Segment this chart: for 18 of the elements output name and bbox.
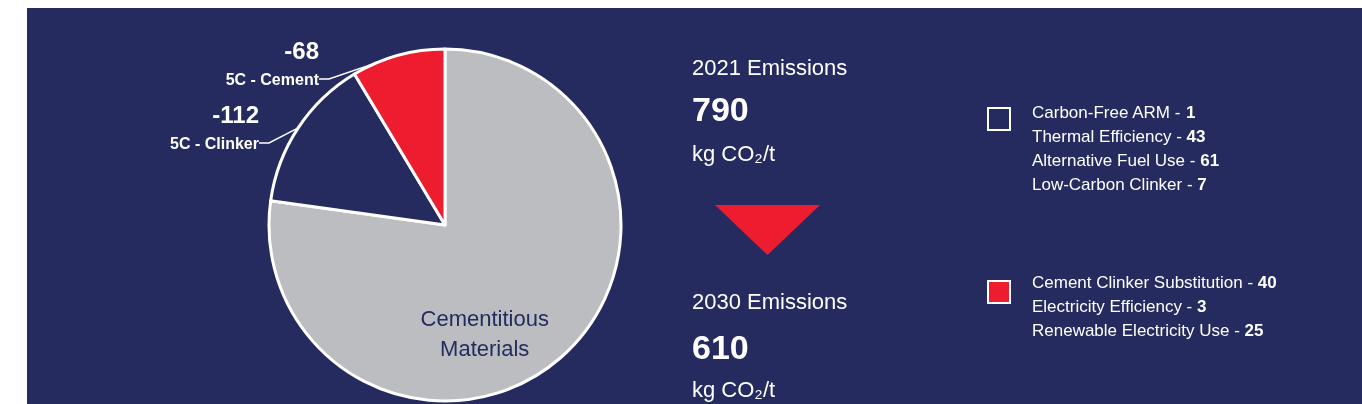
- text: Low-Carbon Clinker - 7: [1032, 175, 1207, 194]
- text: Carbon-Free ARM - 1: [1032, 103, 1196, 122]
- text: kg CO₂/t: [692, 376, 776, 402]
- text: 2030 Emissions: [692, 288, 848, 314]
- text: 790: [692, 90, 749, 128]
- slice-label: 5C - Cement: [225, 70, 320, 88]
- text: Thermal Efficiency - 43: [1032, 127, 1206, 146]
- text: -112: [212, 100, 259, 128]
- slice-label: Cementitious Materials: [420, 306, 549, 362]
- text: kg CO₂/t: [692, 140, 776, 166]
- text: 2021 Emissions: [692, 54, 848, 80]
- slice-label: 5C - Clinker: [170, 134, 259, 152]
- text: 610: [692, 328, 749, 366]
- text: Cement Clinker Substitution - 40: [1032, 273, 1277, 292]
- text: Electricity Efficiency - 3: [1032, 297, 1207, 316]
- text: Alternative Fuel Use - 61: [1032, 151, 1220, 170]
- text: -68: [284, 36, 319, 64]
- text: Renewable Electricity Use - 25: [1032, 321, 1264, 340]
